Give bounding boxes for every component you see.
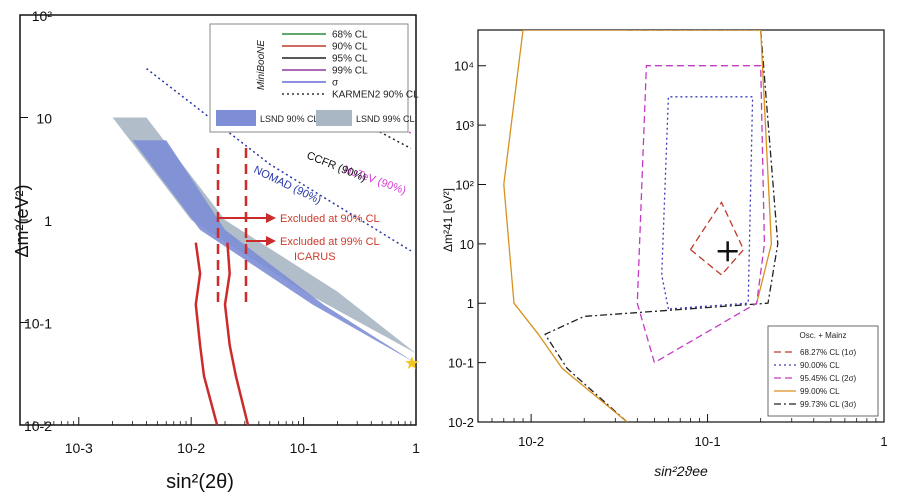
left-y-tick-label-2: 1: [44, 213, 52, 229]
contour-1: [503, 30, 773, 422]
legend-lsnd90-label: LSND 90% CL: [260, 114, 319, 124]
left-legend-label-4: σ: [332, 78, 339, 89]
right-y-tick-label-4: 1: [467, 296, 474, 311]
left-x-tick-label-0: 10-3: [65, 440, 93, 456]
right-legend-label-3: 99.00% CL: [800, 387, 840, 396]
right-best-fit-cross: [717, 241, 738, 262]
legend-lsnd99-swatch: [316, 110, 352, 126]
best-fit-star: [405, 356, 419, 369]
left-chart: 10-3 10-2 10-1 1 10² 10 1 10-1 10-2 sin²(2θ) Δm²…: [12, 8, 420, 493]
right-y-tick-label-6: 10-2: [448, 415, 474, 430]
left-y-tick-label-3: 10-1: [24, 316, 52, 332]
right-legend-title: Osc. + Mainz: [800, 331, 847, 340]
legend-lsnd90-swatch: [216, 110, 256, 126]
band-1: [132, 140, 416, 364]
right-y-tick-label-0: 10⁴: [454, 59, 474, 74]
right-legend-label-2: 95.45% CL (2σ): [800, 374, 857, 383]
contour-0: [544, 30, 779, 422]
left-x-tick-label-2: 10-1: [290, 440, 318, 456]
left-best-fit-star: [405, 356, 419, 369]
left-x-tick-label-1: 10-2: [177, 440, 205, 456]
left-x-axis-label: sin²(2θ): [166, 471, 234, 493]
contour-3: [661, 96, 754, 310]
lsnd-allowed-bands: [112, 117, 416, 364]
left-x-tick-label-3: 1: [412, 440, 420, 456]
line-icarus-99-: [223, 242, 250, 425]
right-chart: 10-2 10-1 1 10⁴ 10³ 10² 10 1 10-1 10-2 sin²2ϑee Δ…: [420, 29, 888, 479]
right-y-tick-label-3: 10: [460, 237, 474, 252]
left-legend-label-5: KARMEN2 90% CL: [332, 90, 419, 101]
left-y-tick-label-0: 10²: [32, 8, 53, 24]
left-legend-label-3: 99% CL: [332, 66, 368, 77]
right-y-label-mask: [420, 160, 438, 300]
right-x-axis-label: sin²2ϑee: [654, 463, 708, 479]
left-axis-ticks: 10-3 10-2 10-1 1 10² 10 1 10-1 10-2: [19, 8, 420, 456]
contour-2: [636, 65, 766, 364]
right-y-tick-label-2: 10²: [455, 177, 474, 192]
right-legend: Osc. + Mainz 68.27% CL (1σ) 90.00% CL 95.4…: [767, 325, 879, 417]
legend-lsnd99-label: LSND 99% CL: [356, 114, 415, 124]
left-legend-label-2: 95% CL: [332, 54, 368, 65]
right-x-tick-label-2: 1: [880, 434, 887, 449]
right-legend-label-4: 99.73% CL (3σ): [800, 400, 857, 409]
left-y-tick-label-4: 10-2: [24, 418, 52, 434]
line-nomad-90-: [146, 68, 412, 252]
left-legend-label-1: 90% CL: [332, 42, 368, 53]
right-legend-label-1: 90.00% CL: [800, 361, 840, 370]
left-legend-label-0: 68% CL: [332, 30, 368, 41]
right-contours: [503, 30, 779, 422]
icarus-annotation: Excluded at 90% CL Excluded at 99% CL IC…: [216, 148, 380, 305]
right-axis-ticks: 10-2 10-1 1 10⁴ 10³ 10² 10 1 10-1 10-2: [448, 59, 888, 449]
left-y-tick-label-1: 10: [36, 111, 52, 127]
right-y-axis-label: Δm²41 [eV²]: [441, 188, 455, 252]
right-x-tick-label-1: 10-1: [695, 434, 721, 449]
legend-experiment: MiniBooNE: [256, 40, 267, 90]
icarus-label: ICARUS: [294, 251, 336, 263]
right-y-tick-label-5: 10-1: [448, 356, 474, 371]
excluded-90-label: Excluded at 90% CL: [280, 213, 380, 225]
contour-4: [689, 201, 745, 276]
right-legend-label-0: 68.27% CL (1σ): [800, 348, 857, 357]
point-label-1: 1: [399, 358, 405, 369]
excluded-99-label: Excluded at 99% CL: [280, 236, 380, 248]
right-x-tick-label-0: 10-2: [518, 434, 544, 449]
right-y-tick-label-1: 10³: [455, 118, 474, 133]
line-icarus-90-: [194, 242, 219, 425]
left-y-axis-label: Δm²(eV²): [12, 184, 32, 257]
